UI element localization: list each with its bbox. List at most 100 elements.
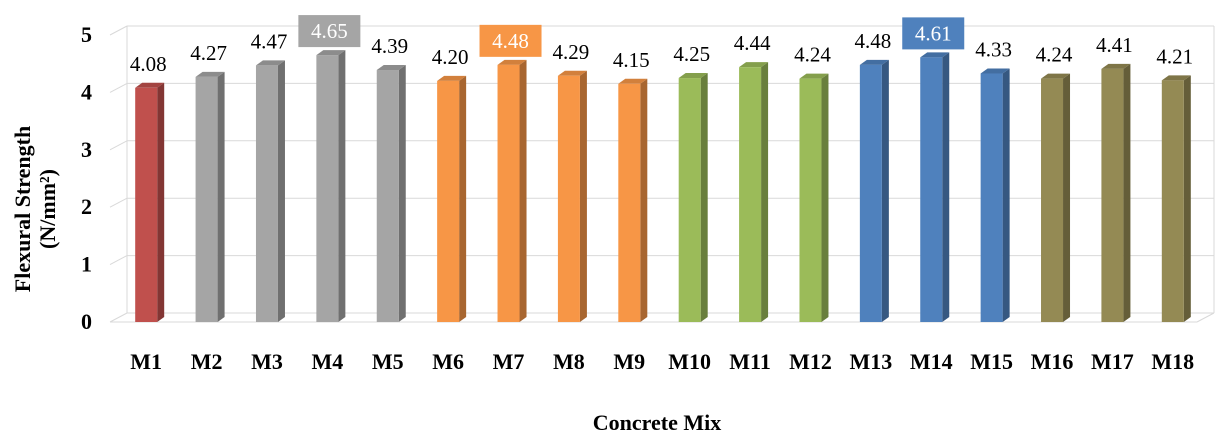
bar-front <box>557 75 580 322</box>
bar-M8 <box>557 70 587 322</box>
x-tick-label: M15 <box>970 349 1013 374</box>
bars-layer <box>135 50 1191 323</box>
data-label: 4.08 <box>130 52 167 76</box>
x-tick-label: M12 <box>789 349 832 374</box>
bar-top <box>255 60 285 66</box>
bar-top <box>1041 73 1071 79</box>
bar-side <box>640 78 648 322</box>
y-axis-title-line2: (N/mm²) <box>35 169 60 249</box>
bar-M4 <box>316 50 346 323</box>
bar-front <box>316 55 339 323</box>
bar-M10 <box>678 73 708 322</box>
bar-M13 <box>859 59 889 323</box>
bar-front <box>618 83 641 322</box>
bar-front <box>1161 80 1184 322</box>
bar-top <box>1101 63 1131 69</box>
x-tick-label: M16 <box>1031 349 1074 374</box>
data-label: 4.25 <box>673 42 710 66</box>
y-tick-label: 5 <box>81 22 92 47</box>
gridline-depth <box>109 197 128 208</box>
bar-side <box>942 52 950 323</box>
data-label: 4.33 <box>975 37 1012 61</box>
bar-side <box>1183 75 1191 322</box>
bar-front <box>255 65 278 322</box>
bar-top <box>799 73 829 79</box>
bar-front <box>739 67 762 322</box>
data-label: 4.24 <box>794 43 831 67</box>
bar-top <box>980 68 1010 74</box>
bar-M14 <box>920 52 950 323</box>
bar-M7 <box>497 59 527 323</box>
bar-top <box>195 71 225 77</box>
data-label: 4.61 <box>915 21 952 45</box>
bar-front <box>497 64 520 323</box>
x-tick-label: M17 <box>1091 349 1134 374</box>
bar-top <box>618 78 648 84</box>
bar-top <box>376 65 406 71</box>
x-tick-label: M7 <box>493 349 525 374</box>
bar-side <box>459 75 467 322</box>
bar-top <box>859 59 889 65</box>
data-label: 4.65 <box>311 19 348 43</box>
gridline-depth <box>109 82 128 93</box>
x-tick-label: M1 <box>130 349 162 374</box>
bar-M1 <box>135 82 165 322</box>
data-label: 4.27 <box>190 41 227 65</box>
bar-side <box>1063 73 1071 323</box>
bar-M16 <box>1041 73 1071 323</box>
bar-M11 <box>739 62 769 322</box>
gridline-depth <box>109 140 128 151</box>
data-label: 4.39 <box>371 34 408 58</box>
x-tick-label: M3 <box>251 349 283 374</box>
bar-front <box>376 70 399 322</box>
bar-front <box>678 78 701 322</box>
bar-side <box>881 59 889 323</box>
x-tick-label: M4 <box>311 349 343 374</box>
y-axis-title-line1: Flexural Strength <box>10 126 35 292</box>
bar-M15 <box>980 68 1010 322</box>
y-tick-label: 2 <box>81 194 92 219</box>
bar-top <box>437 75 467 81</box>
data-label: 4.20 <box>432 45 469 69</box>
bar-front <box>920 57 943 323</box>
data-label: 4.48 <box>492 29 529 53</box>
bar-side <box>700 73 708 322</box>
bar-top <box>1161 75 1191 81</box>
data-label: 4.29 <box>553 40 590 64</box>
data-labels-layer: 4.08 4.27 4.47 4.65 4.39 4.20 4.48 4.29 4.15 4.25… <box>130 15 1193 76</box>
data-label-highlight <box>298 15 361 48</box>
x-tick-label: M5 <box>372 349 404 374</box>
x-tick-label: M9 <box>613 349 645 374</box>
x-tick-label: M2 <box>191 349 223 374</box>
bar-front <box>1041 78 1064 323</box>
bar-top <box>739 62 769 68</box>
data-label: 4.41 <box>1096 33 1133 57</box>
data-label: 4.48 <box>854 29 891 53</box>
y-axis-ticks: 0 1 2 3 4 5 <box>81 22 92 334</box>
x-tick-label: M18 <box>1151 349 1194 374</box>
bar-top <box>557 70 587 76</box>
bar-M5 <box>376 65 406 322</box>
bar-front <box>799 78 822 323</box>
gridline-depth <box>109 255 128 266</box>
bar-top <box>316 50 346 56</box>
x-tick-label: M13 <box>849 349 892 374</box>
data-label-highlight <box>479 24 542 57</box>
y-tick-label: 3 <box>81 137 92 162</box>
y-tick-label: 0 <box>81 309 92 334</box>
data-label-highlight <box>902 17 965 50</box>
x-tick-label: M14 <box>910 349 953 374</box>
gridline-depth <box>109 312 128 323</box>
bar-side <box>821 73 829 323</box>
bar-M6 <box>437 75 467 322</box>
x-tick-label: M11 <box>729 349 771 374</box>
data-label: 4.24 <box>1036 43 1073 67</box>
bar-top <box>678 73 708 79</box>
x-tick-label: M10 <box>668 349 711 374</box>
x-axis-categories: M1 M2 M3 M4 M5 M6 M7 M8 M9 M10 M11 M12 M13 M14 M15 M16 M… <box>130 349 1194 374</box>
bar-front <box>980 73 1003 322</box>
gridline-depth <box>109 25 128 36</box>
floor-edge-depth <box>1196 312 1215 323</box>
x-tick-label: M8 <box>553 349 585 374</box>
